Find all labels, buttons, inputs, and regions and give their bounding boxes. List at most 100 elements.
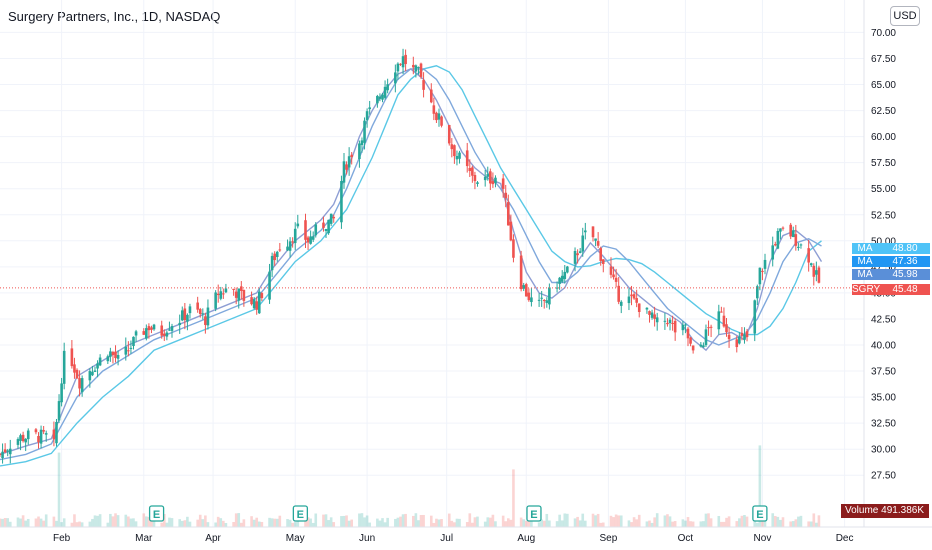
volume-bar bbox=[617, 515, 620, 527]
volume-bar bbox=[204, 515, 207, 527]
candle-body bbox=[365, 111, 369, 121]
ma-price-tag-value: 45.98 bbox=[892, 269, 918, 280]
symbol-price-tag-value: 45.48 bbox=[892, 284, 918, 295]
volume-bar bbox=[486, 517, 490, 527]
candle-body bbox=[465, 150, 469, 167]
volume-bar bbox=[329, 517, 333, 527]
candle-body bbox=[293, 228, 297, 244]
volume-bar bbox=[473, 517, 477, 527]
volume-bar bbox=[350, 519, 354, 527]
volume-bar bbox=[91, 518, 94, 527]
candle-body bbox=[275, 251, 279, 258]
currency-button[interactable]: USD bbox=[890, 6, 920, 26]
volume-bar bbox=[386, 517, 389, 527]
candle-body bbox=[150, 327, 153, 330]
volume-bar bbox=[206, 522, 210, 527]
candle-body bbox=[673, 320, 677, 333]
volume-bar bbox=[489, 517, 492, 527]
candle-body bbox=[224, 288, 228, 293]
candle-body bbox=[288, 241, 292, 251]
candle-body bbox=[789, 224, 792, 237]
volume-bar bbox=[152, 518, 156, 527]
volume-bar bbox=[252, 519, 256, 527]
volume-bar bbox=[222, 520, 225, 527]
earnings-marker[interactable]: E bbox=[292, 505, 309, 522]
candle-body bbox=[566, 266, 569, 273]
candle-body bbox=[55, 422, 58, 444]
earnings-marker[interactable]: E bbox=[148, 505, 165, 522]
earnings-marker[interactable]: E bbox=[752, 505, 768, 522]
ma-price-tag-label: MA bbox=[857, 256, 873, 267]
volume-bar bbox=[114, 513, 117, 527]
candle-body bbox=[627, 296, 631, 304]
volume-bar bbox=[689, 521, 692, 527]
volume-bar bbox=[522, 519, 526, 527]
candle-body bbox=[165, 332, 169, 337]
volume-bar bbox=[509, 519, 513, 527]
candle-body bbox=[437, 113, 441, 120]
volume-bar bbox=[699, 521, 703, 527]
volume-bar bbox=[609, 515, 613, 527]
candle-body bbox=[476, 182, 479, 184]
y-tick-label: 62.50 bbox=[871, 106, 896, 117]
y-tick-label: 35.00 bbox=[871, 393, 896, 404]
volume-bar bbox=[745, 516, 749, 527]
volume-bar bbox=[311, 522, 315, 527]
volume-bar bbox=[653, 517, 656, 527]
volume-bar bbox=[709, 518, 713, 527]
volume-bar bbox=[250, 516, 253, 527]
candle-body bbox=[78, 378, 81, 389]
x-tick-label: Dec bbox=[836, 533, 854, 544]
candle-body bbox=[584, 230, 587, 233]
candle-body bbox=[522, 285, 526, 289]
volume-bar bbox=[773, 516, 777, 527]
candle-body bbox=[268, 271, 271, 300]
volume-bar bbox=[797, 516, 800, 527]
candle-body bbox=[458, 152, 461, 159]
candle-body bbox=[232, 288, 235, 290]
candle-body bbox=[404, 54, 407, 65]
volume-bar bbox=[75, 522, 79, 527]
x-tick-label: Jun bbox=[359, 533, 375, 544]
candle-body bbox=[447, 124, 451, 144]
candle-body bbox=[545, 300, 549, 303]
candle-body bbox=[396, 63, 400, 72]
candle-body bbox=[632, 294, 636, 299]
candle-body bbox=[204, 316, 207, 325]
y-tick-label: 32.50 bbox=[871, 419, 896, 430]
volume-bar bbox=[756, 522, 759, 527]
candle-body bbox=[727, 334, 731, 340]
candle-body bbox=[735, 339, 739, 348]
candle-body bbox=[306, 237, 310, 243]
earnings-icon bbox=[526, 505, 542, 522]
candle-body bbox=[540, 297, 543, 299]
volume-bar bbox=[62, 518, 66, 527]
volume-bar bbox=[560, 520, 564, 527]
volume-bar bbox=[671, 521, 674, 527]
volume-bar bbox=[599, 522, 603, 527]
volume-bar bbox=[342, 515, 346, 527]
candle-body bbox=[386, 84, 389, 91]
candle-body bbox=[560, 275, 564, 282]
volume-bar bbox=[268, 517, 271, 527]
candle-body bbox=[761, 270, 764, 272]
volume-bar bbox=[376, 518, 379, 527]
volume-bar bbox=[576, 516, 579, 527]
y-tick-label: 57.50 bbox=[871, 158, 896, 169]
candle-body bbox=[70, 348, 74, 367]
candle-body bbox=[758, 267, 762, 285]
earnings-marker[interactable]: E bbox=[526, 505, 542, 522]
candle-body bbox=[791, 230, 795, 238]
volume-bar bbox=[432, 522, 436, 527]
candle-body bbox=[252, 299, 256, 309]
candle-body bbox=[453, 145, 456, 157]
candle-body bbox=[815, 270, 818, 275]
candle-body bbox=[368, 107, 371, 110]
candle-body bbox=[797, 246, 800, 248]
volume-bar bbox=[24, 520, 27, 527]
candle-body bbox=[358, 143, 361, 160]
volume-bar bbox=[304, 518, 307, 527]
candle-body bbox=[771, 245, 775, 260]
volume-bar bbox=[512, 469, 515, 527]
